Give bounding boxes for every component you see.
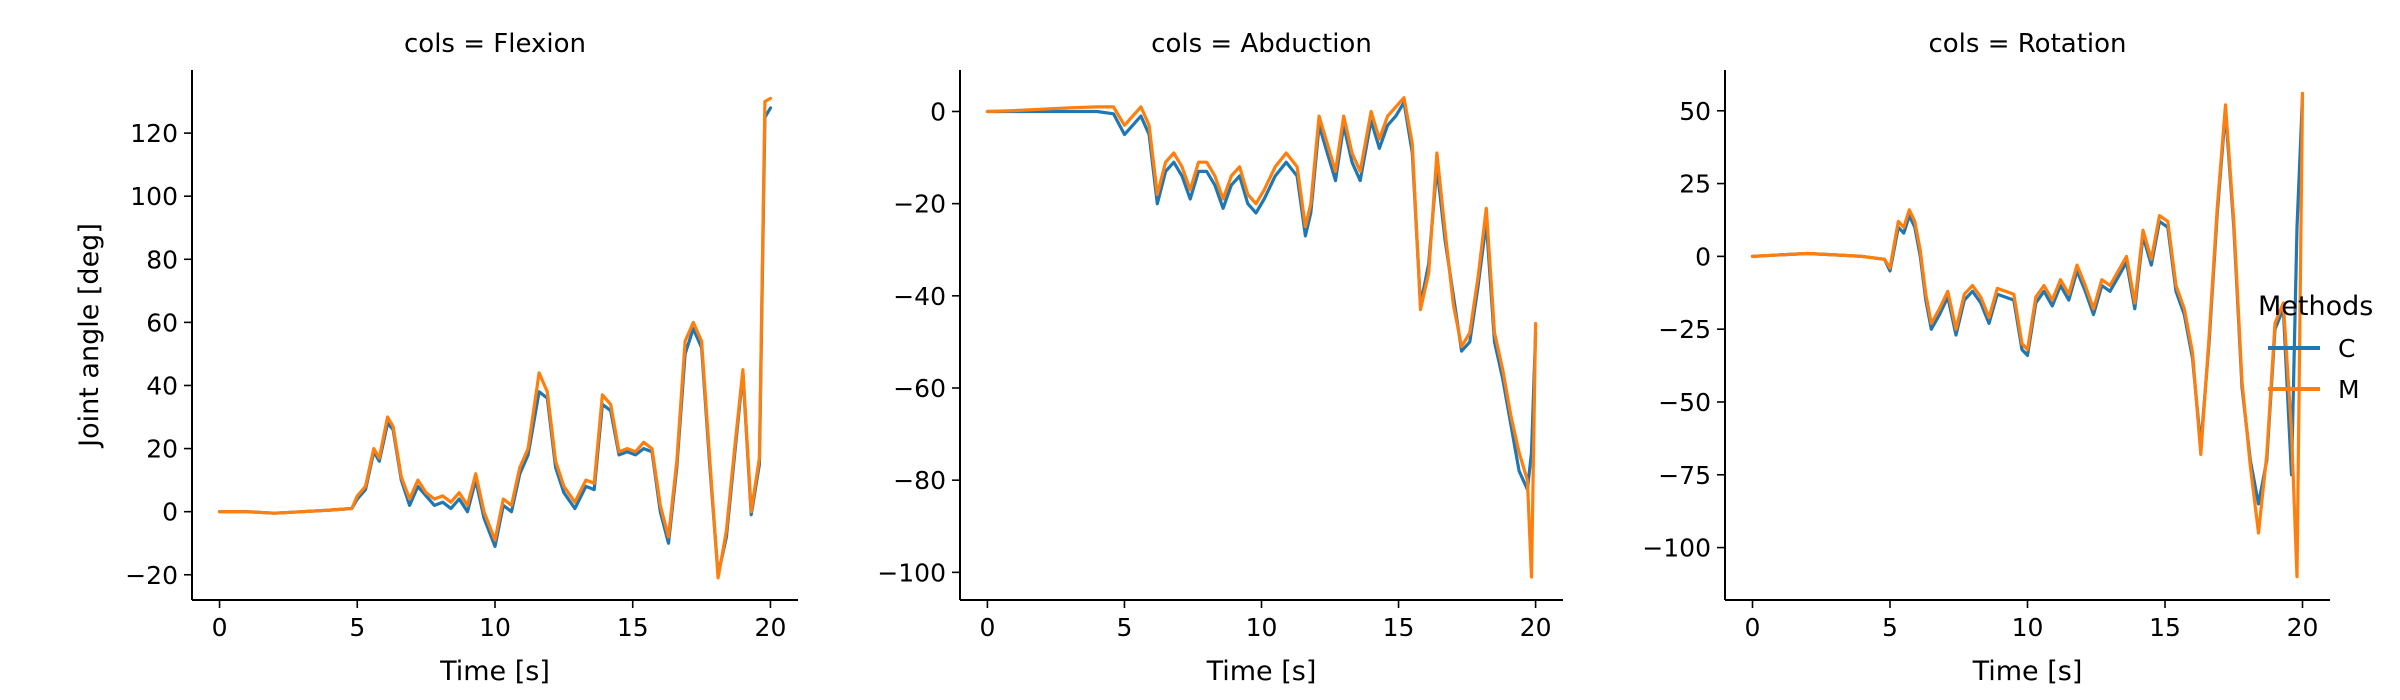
series-line-M bbox=[985, 96, 1538, 579]
y-tick-label: −25 bbox=[1658, 315, 1711, 344]
panel-title: cols = Abduction bbox=[1151, 29, 1372, 59]
y-tick-label: 0 bbox=[930, 97, 946, 126]
y-tick-label: 0 bbox=[1695, 242, 1711, 271]
y-tick-label: 80 bbox=[146, 245, 178, 274]
x-tick-label: 5 bbox=[349, 613, 365, 642]
legend-title: Methods bbox=[2258, 291, 2373, 322]
y-tick-label: 100 bbox=[130, 182, 178, 211]
x-tick-label: 0 bbox=[212, 613, 228, 642]
legend-label-M: M bbox=[2338, 375, 2360, 404]
x-tick-label: 0 bbox=[1745, 613, 1761, 642]
y-tick-label: −40 bbox=[893, 282, 946, 311]
y-tick-label: 0 bbox=[162, 498, 178, 527]
x-tick-label: 20 bbox=[2287, 613, 2319, 642]
panel-title: cols = Flexion bbox=[404, 29, 586, 59]
x-tick-label: 5 bbox=[1117, 613, 1133, 642]
y-tick-label: −80 bbox=[893, 466, 946, 495]
panel-title: cols = Rotation bbox=[1928, 29, 2126, 59]
y-tick-label: 25 bbox=[1679, 170, 1711, 199]
legend: Methods CM bbox=[2258, 291, 2373, 404]
y-tick-label: 20 bbox=[146, 435, 178, 464]
y-tick-label: 60 bbox=[146, 308, 178, 337]
series-line-M bbox=[217, 96, 773, 580]
x-tick-label: 5 bbox=[1882, 613, 1898, 642]
y-axis-label: Joint angle [deg] bbox=[74, 223, 105, 449]
x-tick-label: 15 bbox=[1383, 613, 1415, 642]
x-tick-label: 15 bbox=[2149, 613, 2181, 642]
x-axis-label: Time [s] bbox=[1206, 656, 1317, 687]
x-tick-label: 10 bbox=[479, 613, 511, 642]
y-tick-label: 40 bbox=[146, 371, 178, 400]
y-tick-label: −20 bbox=[125, 561, 178, 590]
series-line-M bbox=[1750, 91, 2305, 579]
x-axis-label: Time [s] bbox=[1972, 656, 2083, 687]
x-tick-label: 0 bbox=[979, 613, 995, 642]
y-tick-label: −75 bbox=[1658, 461, 1711, 490]
y-tick-label: −60 bbox=[893, 374, 946, 403]
y-tick-label: 120 bbox=[130, 119, 178, 148]
y-tick-label: 50 bbox=[1679, 97, 1711, 126]
x-axis-label: Time [s] bbox=[439, 656, 550, 687]
chart-panel-1: cols = Flexion 0 5 10 15 20 −20 0 20 40 60 80 100 120… bbox=[74, 29, 798, 687]
x-tick-label: 10 bbox=[2012, 613, 2044, 642]
legend-label-C: C bbox=[2338, 334, 2355, 363]
legend-entries: CM bbox=[2268, 334, 2360, 404]
y-tick-label: −100 bbox=[877, 558, 946, 587]
series-line-C bbox=[217, 106, 773, 577]
chart-panel-2: cols = Abduction 0 5 10 15 20 −100 −80 −60 −40 −20… bbox=[877, 29, 1563, 687]
x-tick-label: 15 bbox=[617, 613, 649, 642]
y-tick-label: −100 bbox=[1642, 534, 1711, 563]
x-tick-label: 20 bbox=[755, 613, 787, 642]
y-tick-label: −20 bbox=[893, 190, 946, 219]
chart-panel-3: cols = Rotation 0 5 10 15 20 −100 −75 −50 −25 0 25 5… bbox=[1642, 29, 2330, 687]
x-tick-label: 20 bbox=[1520, 613, 1552, 642]
y-tick-label: −50 bbox=[1658, 388, 1711, 417]
x-tick-label: 10 bbox=[1246, 613, 1278, 642]
